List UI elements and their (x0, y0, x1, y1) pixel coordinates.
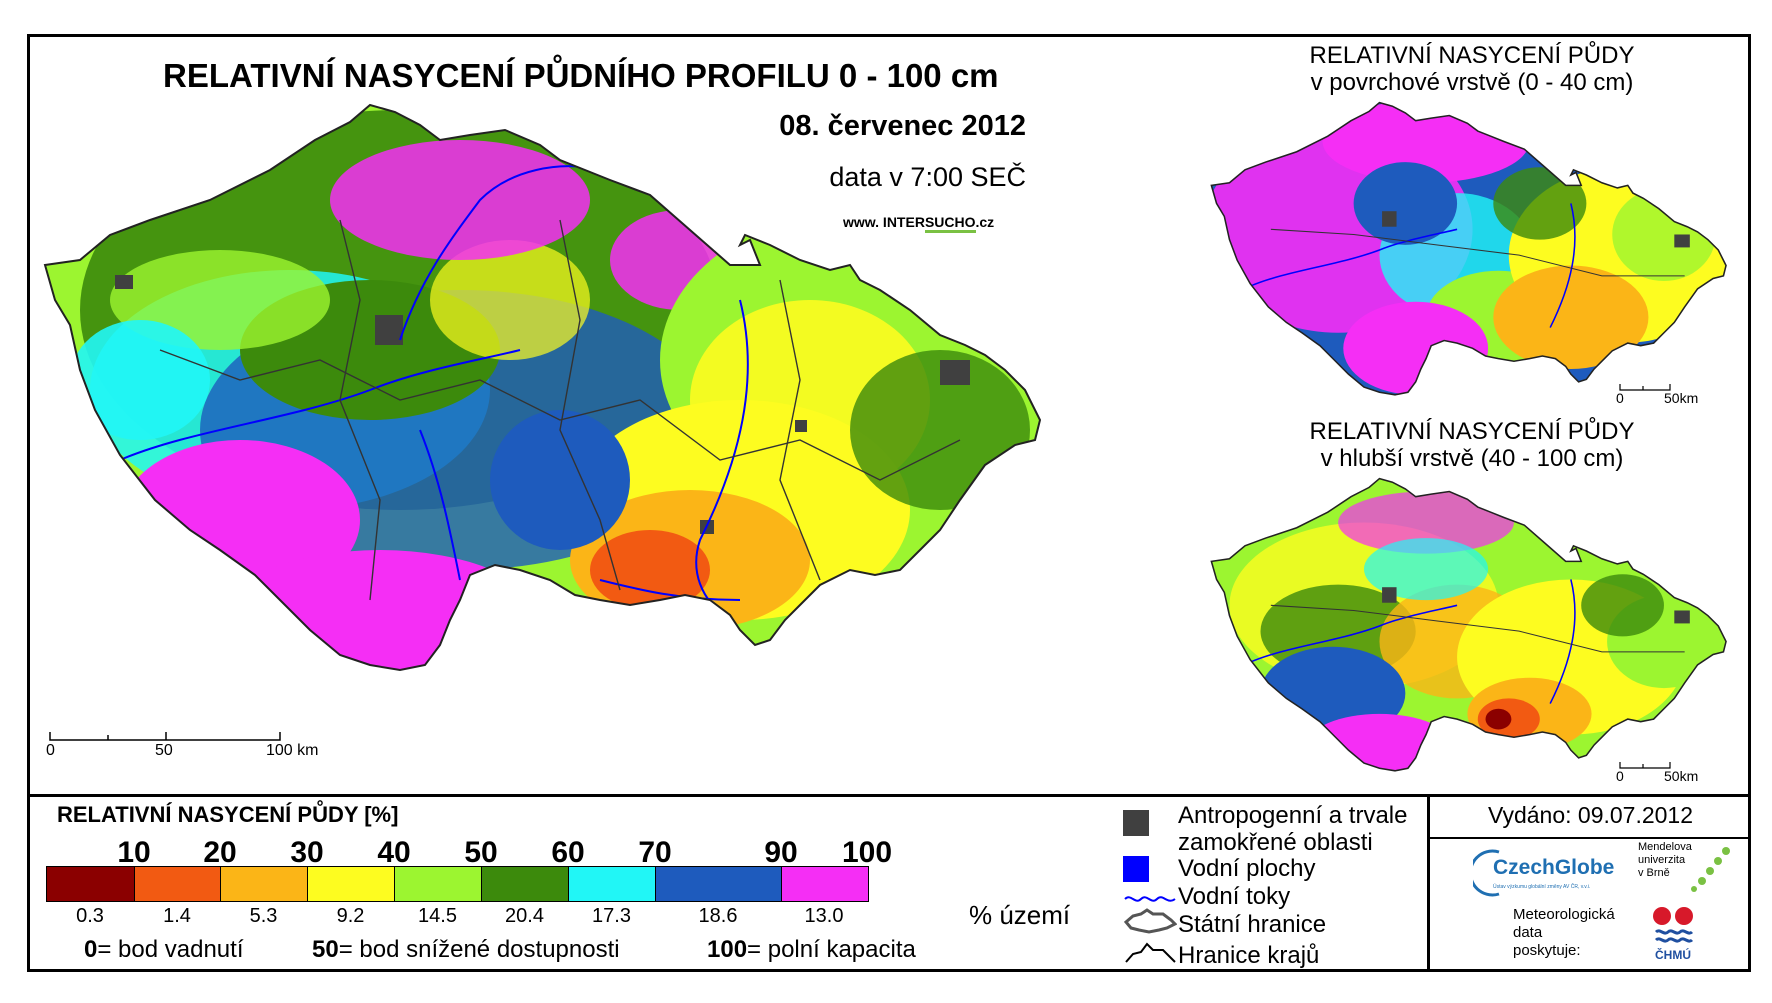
website-link[interactable]: www. INTERSUCHO.cz (843, 214, 995, 233)
anthropogenic-swatch (1123, 810, 1149, 836)
chmu-logo: ČHMÚ (1655, 948, 1691, 962)
deep-layer-title: RELATIVNÍ NASYCENÍ PŮDY v hlubší vrstvě … (1222, 418, 1722, 472)
legend-class-4 (308, 867, 395, 901)
definition-capacity-text: = polní kapacita (747, 936, 916, 963)
deep-scale-label-50: 50km (1664, 768, 1699, 784)
legend-class-3 (221, 867, 308, 901)
data-provider-text: Meteorologická data poskytuje: (1513, 906, 1615, 960)
legend-unit: % území (969, 900, 1071, 930)
main-soil-moisture-map (43, 103, 1042, 672)
legend-class-7 (569, 867, 656, 901)
legend-color-bar (46, 866, 869, 902)
provider-line3: poskytuje: (1513, 942, 1581, 959)
legend-tick-label: 30 (290, 836, 324, 869)
mendel-line3: v Brně (1638, 867, 1670, 879)
data-time: data v 7:00 SEČ (829, 162, 1026, 192)
main-scale-label-100: 100 km (266, 742, 319, 759)
legend-divider (27, 794, 1751, 797)
mendel-dots-icon (1691, 847, 1730, 892)
issued-date: Vydáno: 09.07.2012 (1487, 802, 1694, 828)
legend-class-5 (395, 867, 482, 901)
legend-tick-label: 40 (377, 836, 411, 869)
key-anthropogenic-line1: Antropogenní a trvale (1178, 802, 1408, 829)
legend-tick-label: 10 (117, 836, 151, 869)
mendel-line2: univerzita (1638, 854, 1686, 866)
legend-tick-label: 50 (464, 836, 498, 869)
legend-tick-label: 60 (551, 836, 585, 869)
key-anthropogenic-line2: zamokřené oblasti (1178, 829, 1373, 856)
surface-scale-label-0: 0 (1616, 390, 1624, 406)
deep-scale-label-0: 0 (1616, 768, 1624, 784)
surface-scale-bar (1619, 384, 1671, 391)
surface-layer-map (1210, 101, 1727, 396)
main-scale-bar (49, 732, 281, 741)
legend-class-percentage: 18.6 (698, 905, 738, 927)
definition-wilting-text: = bod vadnutí (97, 936, 244, 963)
definition-wilting-value: 0 (84, 936, 98, 963)
deep-layer-title-line2: v hlubší vrstvě (40 - 100 cm) (1320, 445, 1624, 472)
definition-reduced-value: 50 (312, 936, 339, 963)
state-border-icon (1123, 908, 1177, 934)
main-scale-label-50: 50 (155, 742, 173, 759)
legend-class-percentage: 20.4 (505, 905, 544, 927)
map-date: 08. červenec 2012 (779, 110, 1026, 142)
legend-class-percentage: 5.3 (249, 905, 278, 927)
surface-layer-title-line1: RELATIVNÍ NASYCENÍ PŮDY (1309, 42, 1635, 69)
region-border-icon (1125, 942, 1176, 963)
legend-tick-label: 70 (638, 836, 672, 869)
definition-capacity-value: 100 (707, 936, 748, 963)
legend-tick-label: 100 (841, 836, 893, 869)
definition-wilting: 0= bod vadnutí (84, 936, 243, 964)
definition-capacity: 100= polní kapacita (707, 936, 916, 964)
issued-divider (1427, 837, 1751, 839)
legend-title: RELATIVNÍ NASYCENÍ PŮDY [%] (57, 802, 399, 827)
czechglobe-logo: CzechGlobe (1493, 856, 1615, 879)
water-bodies-swatch (1123, 856, 1149, 882)
legend-class-percentage: 0.3 (76, 905, 104, 927)
mendel-university-logo: Mendelova univerzita v Brně (1638, 841, 1692, 880)
legend-class-percentage: 14.5 (418, 905, 457, 927)
key-water-bodies: Vodní plochy (1178, 855, 1316, 882)
surface-layer-title: RELATIVNÍ NASYCENÍ PŮDY v povrchové vrst… (1222, 42, 1722, 96)
legend-class-percentage: 1.4 (163, 905, 191, 927)
czechglobe-logo-icon (1473, 849, 1500, 897)
main-scale-label-0: 0 (46, 742, 55, 759)
legend-class-1 (47, 867, 135, 901)
website-prefix: www. INTER (843, 214, 925, 230)
legend-tick-label: 90 (764, 836, 798, 869)
definition-reduced-text: = bod snížené dostupnosti (338, 936, 620, 963)
legend-class-8 (656, 867, 782, 901)
legend-class-6 (482, 867, 569, 901)
deep-scale-bar (1619, 762, 1671, 769)
website-suffix: .cz (975, 214, 995, 230)
legend-class-9 (782, 867, 868, 901)
deep-layer-title-line1: RELATIVNÍ NASYCENÍ PŮDY (1309, 418, 1635, 445)
logo-panel-divider (1427, 794, 1430, 972)
legend-tick-label: 20 (203, 836, 237, 869)
key-anthropogenic: Antropogenní a trvale zamokřené oblasti (1178, 802, 1408, 856)
surface-scale-label-50: 50km (1664, 390, 1699, 406)
provider-line1: Meteorologická (1513, 906, 1615, 923)
river-line-icon (1124, 896, 1176, 902)
key-rivers: Vodní toky (1178, 883, 1291, 910)
legend-class-2 (135, 867, 221, 901)
key-region-border: Hranice krajů (1178, 942, 1320, 969)
website-highlight: SUCHO (924, 214, 976, 233)
deep-layer-map (1210, 477, 1727, 772)
page-title: RELATIVNÍ NASYCENÍ PŮDNÍHO PROFILU 0 - 1… (163, 57, 999, 94)
czechglobe-subtitle: Ústav výzkumu globální změny AV ČR, v.v.… (1493, 884, 1591, 890)
legend-class-percentage: 13.0 (804, 905, 844, 927)
legend-class-percentage: 9.2 (336, 905, 365, 927)
chmu-logo-icon (1653, 907, 1694, 943)
mendel-line1: Mendelova (1638, 841, 1692, 853)
key-state-border: Státní hranice (1178, 911, 1327, 938)
legend-class-percentage: 17.3 (592, 905, 631, 927)
surface-layer-title-line2: v povrchové vrstvě (0 - 40 cm) (1310, 69, 1634, 96)
provider-line2: data (1513, 924, 1543, 941)
definition-reduced: 50= bod snížené dostupnosti (312, 936, 620, 964)
